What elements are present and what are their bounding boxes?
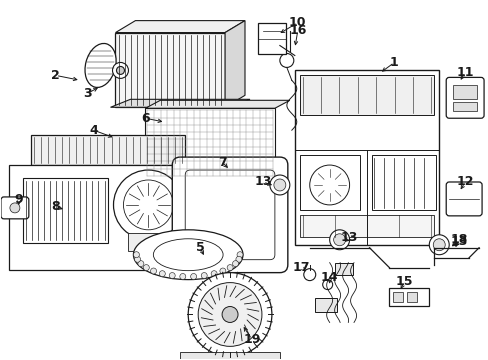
Bar <box>258 23 285 54</box>
FancyBboxPatch shape <box>172 157 287 273</box>
Text: 2: 2 <box>51 69 60 82</box>
Bar <box>299 215 433 237</box>
Bar <box>452 102 476 111</box>
Text: 3: 3 <box>83 87 92 100</box>
Text: 9: 9 <box>15 193 23 206</box>
Text: 15: 15 <box>395 275 412 288</box>
Bar <box>180 352 279 360</box>
Polygon shape <box>110 99 249 107</box>
Circle shape <box>116 67 124 75</box>
FancyBboxPatch shape <box>185 170 274 260</box>
FancyBboxPatch shape <box>446 182 481 216</box>
Circle shape <box>112 62 128 78</box>
Circle shape <box>226 265 233 271</box>
Circle shape <box>159 271 165 277</box>
Circle shape <box>10 203 20 213</box>
Text: 8: 8 <box>51 201 60 213</box>
Circle shape <box>113 170 183 240</box>
Ellipse shape <box>153 239 223 271</box>
Circle shape <box>322 280 332 289</box>
Text: 12: 12 <box>455 175 473 189</box>
Circle shape <box>150 268 156 274</box>
Text: 14: 14 <box>320 271 338 284</box>
Circle shape <box>237 252 243 258</box>
Text: 10: 10 <box>288 16 306 29</box>
Circle shape <box>333 234 345 246</box>
Circle shape <box>309 165 349 205</box>
Circle shape <box>235 256 242 262</box>
Circle shape <box>329 230 349 250</box>
Circle shape <box>279 54 293 67</box>
Circle shape <box>428 235 448 255</box>
Bar <box>145 108 274 178</box>
Text: 5: 5 <box>195 241 204 254</box>
Circle shape <box>188 273 271 356</box>
Text: 13: 13 <box>449 235 467 248</box>
Circle shape <box>232 261 238 267</box>
Circle shape <box>169 273 175 279</box>
Circle shape <box>220 268 225 274</box>
Circle shape <box>211 271 217 277</box>
Bar <box>393 292 403 302</box>
Bar <box>299 75 433 115</box>
FancyBboxPatch shape <box>446 77 483 118</box>
Circle shape <box>303 269 315 280</box>
Polygon shape <box>145 100 289 108</box>
Circle shape <box>180 274 185 279</box>
Bar <box>299 155 359 210</box>
Circle shape <box>143 265 149 271</box>
Circle shape <box>432 239 444 251</box>
Circle shape <box>123 180 173 230</box>
Ellipse shape <box>133 230 243 280</box>
Circle shape <box>222 306 238 323</box>
Circle shape <box>134 256 140 262</box>
Bar <box>371 155 435 210</box>
Bar <box>9 165 173 270</box>
Text: 16: 16 <box>288 24 306 37</box>
Text: 19: 19 <box>243 333 260 346</box>
Text: 6: 6 <box>141 112 149 125</box>
Bar <box>388 288 428 306</box>
Circle shape <box>198 283 262 346</box>
Bar <box>452 85 476 99</box>
Text: 17: 17 <box>292 261 310 274</box>
Ellipse shape <box>85 44 116 87</box>
Circle shape <box>138 261 143 267</box>
Bar <box>31 135 185 165</box>
Text: 18: 18 <box>449 233 467 246</box>
Polygon shape <box>224 21 244 107</box>
Circle shape <box>269 175 289 195</box>
Bar <box>128 233 168 251</box>
Bar <box>23 178 107 243</box>
Text: 7: 7 <box>217 156 226 168</box>
Text: 1: 1 <box>389 56 398 69</box>
Bar <box>314 298 336 312</box>
Bar <box>334 263 352 275</box>
Circle shape <box>190 274 196 279</box>
Polygon shape <box>115 21 244 32</box>
Bar <box>115 32 224 107</box>
Text: 13: 13 <box>254 175 271 189</box>
Text: 4: 4 <box>89 124 98 137</box>
FancyBboxPatch shape <box>1 197 29 219</box>
Bar <box>294 71 438 245</box>
Text: 13: 13 <box>340 231 358 244</box>
Circle shape <box>273 179 285 191</box>
Bar <box>407 292 416 302</box>
Text: 11: 11 <box>455 66 473 79</box>
Circle shape <box>201 273 207 279</box>
Circle shape <box>133 252 139 258</box>
